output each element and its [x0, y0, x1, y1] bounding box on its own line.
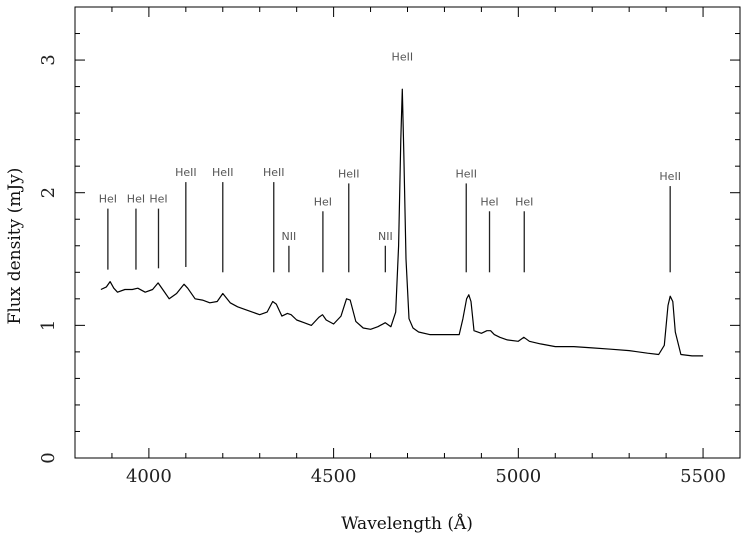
- line-id-label: HeI: [314, 195, 332, 208]
- line-id-label: HeII: [338, 167, 360, 180]
- line-id-label: HeI: [515, 195, 533, 208]
- line-id-label: HeII: [455, 167, 477, 180]
- line-id-label: HeII: [175, 166, 197, 179]
- x-tick-label: 5500: [680, 466, 726, 487]
- line-id-label: HeI: [149, 193, 167, 206]
- series-layer: [100, 88, 704, 357]
- spectrum-line: [100, 88, 704, 357]
- line-id-label: NII: [378, 230, 393, 243]
- line-id-label: HeII: [212, 166, 234, 179]
- x-tick-label: 4500: [311, 466, 357, 487]
- plot-frame: [74, 6, 741, 459]
- line-id-label: NII: [282, 230, 297, 243]
- y-tick-label: 0: [38, 452, 59, 463]
- line-id-label: HeI: [480, 195, 498, 208]
- y-tick-label: 1: [38, 320, 59, 331]
- x-tick-label: 5000: [495, 466, 541, 487]
- x-tick-label: 4000: [126, 466, 172, 487]
- line-identifications-layer: HeI HeI HeI HeII HeII HeII NII HeI HeII NII HeII He…: [99, 51, 681, 273]
- y-axis-label: Flux density (mJy): [5, 168, 25, 325]
- x-axis-label: Wavelength (Å): [341, 513, 473, 534]
- line-id-label: HeII: [659, 170, 681, 183]
- ticks-layer: 4000 4500 5000 5500 0 1 2 3: [38, 6, 740, 487]
- plot-frame-layer: [74, 6, 741, 459]
- y-tick-label: 3: [38, 54, 59, 65]
- line-id-label: HeI: [127, 193, 145, 206]
- line-id-label: HeII: [392, 51, 414, 64]
- y-tick-label: 2: [38, 187, 59, 198]
- line-id-label: HeII: [263, 166, 285, 179]
- line-id-label: HeI: [99, 193, 117, 206]
